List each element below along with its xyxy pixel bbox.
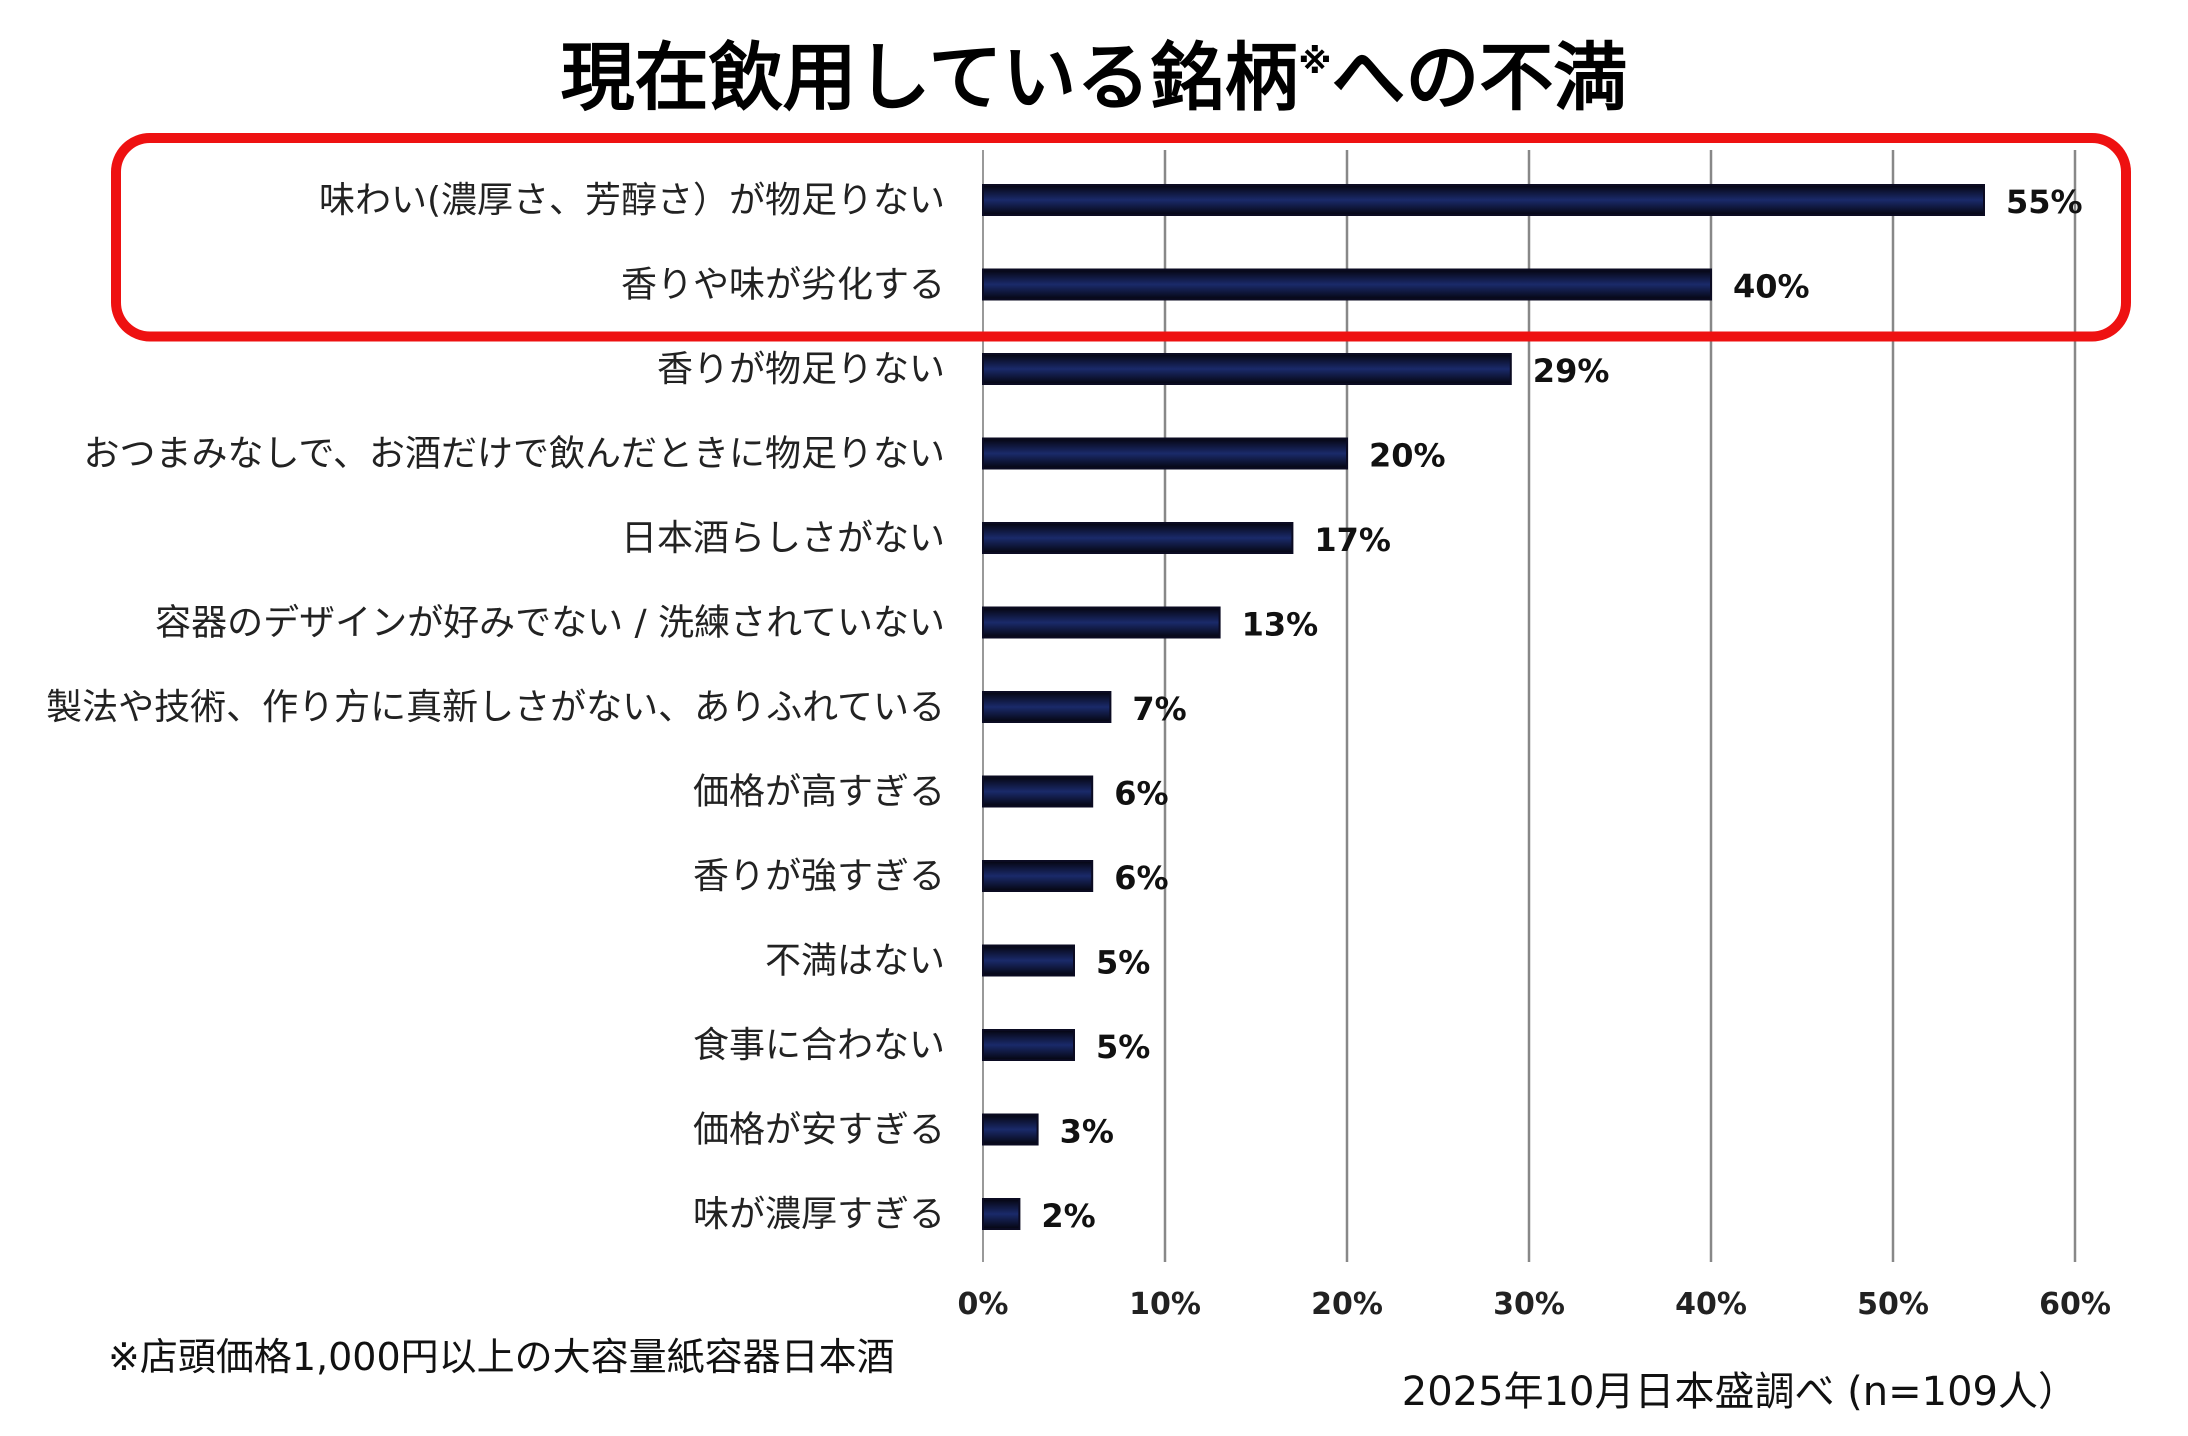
data-label: 29%	[1533, 352, 1610, 390]
bar	[982, 860, 1094, 892]
category-label: 味が濃厚すぎる	[693, 1194, 945, 1235]
category-label: 価格が安すぎる	[693, 1110, 945, 1151]
category-label: おつまみなしで、お酒だけで飲んだときに物足りない	[84, 434, 945, 475]
data-label: 5%	[1096, 944, 1150, 982]
chart-title-rest: への不満	[1331, 35, 1627, 121]
bar	[982, 522, 1294, 554]
category-label: 香りが物足りない	[657, 349, 945, 390]
highlight-box	[111, 133, 2131, 342]
bar	[982, 1029, 1075, 1061]
bar	[982, 353, 1512, 385]
x-tick-label: 30%	[1493, 1287, 1565, 1322]
data-label: 55%	[2006, 183, 2083, 221]
category-label: 価格が高すぎる	[693, 772, 945, 813]
data-label: 7%	[1132, 690, 1186, 728]
data-label: 40%	[1733, 268, 1810, 306]
chart-title-mark: ※	[1298, 42, 1331, 82]
bar	[982, 268, 1712, 301]
category-label: 不満はない	[765, 941, 945, 982]
bar	[982, 1113, 1039, 1146]
x-tick-label: 40%	[1675, 1287, 1747, 1322]
x-tick-label: 10%	[1129, 1287, 1201, 1322]
data-label: 3%	[1060, 1113, 1114, 1151]
category-label: 食事に合わない	[693, 1025, 945, 1066]
category-label: 日本酒らしさがない	[621, 518, 945, 559]
bar	[982, 606, 1221, 639]
category-label: 味わい(濃厚さ、芳醇さ）が物足りない	[319, 180, 945, 221]
data-label: 20%	[1369, 437, 1446, 475]
data-label: 6%	[1114, 859, 1168, 897]
x-tick-label: 20%	[1311, 1287, 1383, 1322]
data-label: 2%	[1041, 1197, 1095, 1235]
bar	[982, 691, 1112, 723]
x-tick-label: 0%	[958, 1287, 1009, 1322]
category-label: 香りや味が劣化する	[621, 265, 945, 306]
footnote: ※店頭価格1,000円以上の大容量紙容器日本酒	[108, 1335, 895, 1379]
source-note: 2025年10月日本盛調べ (n=109人）	[1402, 1369, 2078, 1415]
label-layer: 味わい(濃厚さ、芳醇さ）が物足りない 55% 香りや味が劣化する 40% 香りが物足りな…	[46, 180, 2083, 1235]
chart-title-main: 現在飲用している銘柄	[561, 35, 1299, 121]
data-label: 5%	[1096, 1028, 1150, 1066]
data-label: 17%	[1314, 521, 1391, 559]
x-tick-label: 50%	[1857, 1287, 1929, 1322]
category-label: 容器のデザインが好みでない / 洗練されていない	[155, 603, 945, 644]
category-label: 製法や技術、作り方に真新しさがない、ありふれている	[46, 687, 945, 728]
bar-layer	[982, 184, 1985, 1230]
chart-title: 現在飲用している銘柄※への不満	[561, 35, 1628, 121]
category-label: 香りが強すぎる	[693, 856, 945, 897]
x-tick-label: 60%	[2039, 1287, 2111, 1322]
bar	[982, 1198, 1021, 1230]
bar	[982, 437, 1348, 470]
bar	[982, 184, 1985, 216]
tick-layer: 0% 10% 20% 30% 40% 50% 60%	[958, 1287, 2111, 1322]
data-label: 6%	[1114, 775, 1168, 813]
bar	[982, 944, 1075, 977]
highlight-layer	[111, 133, 2131, 342]
data-label: 13%	[1242, 606, 1319, 644]
bar	[982, 775, 1094, 808]
